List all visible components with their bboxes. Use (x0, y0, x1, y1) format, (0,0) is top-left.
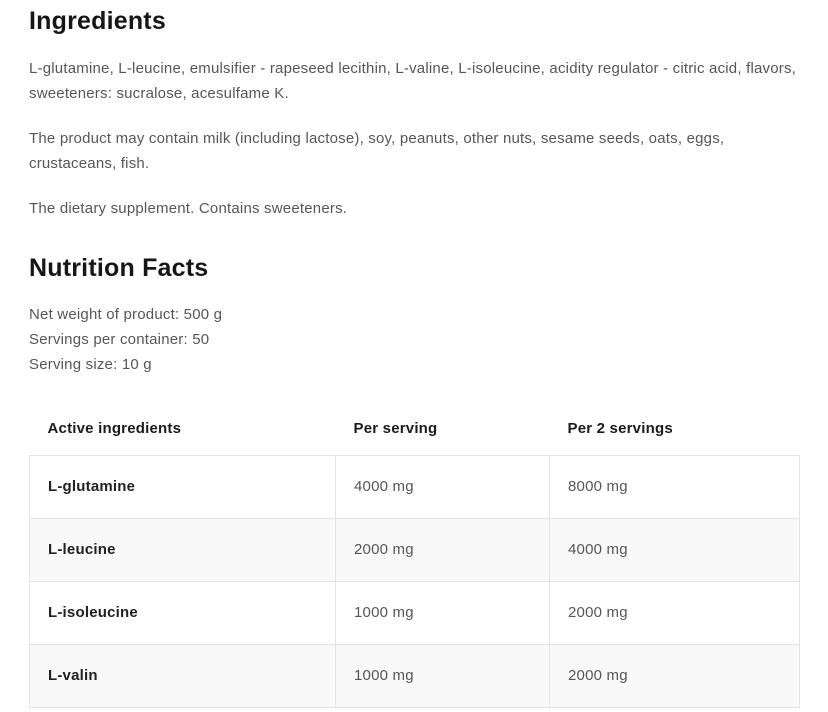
table-row: L-glutamine 4000 mg 8000 mg (29, 454, 800, 519)
column-header-per-serving: Per serving (335, 403, 550, 455)
ingredients-heading: Ingredients (29, 7, 166, 35)
per-serving-cell: 1000 mg (335, 643, 550, 708)
ingredient-name-cell: L-glutamine (29, 454, 336, 519)
column-header-per-2-servings: Per 2 servings (549, 403, 800, 455)
servings-per-container-text: Servings per container: 50 (29, 331, 210, 348)
net-weight-text: Net weight of product: 500 g (29, 306, 223, 323)
ingredient-name-cell: L-valin (29, 643, 336, 708)
table-header-row: Active ingredients Per serving Per 2 ser… (29, 403, 800, 455)
per-2-servings-cell: 2000 mg (549, 580, 800, 645)
per-serving-cell: 1000 mg (335, 580, 550, 645)
serving-info: Net weight of product: 500 g Servings pe… (29, 302, 799, 377)
ingredient-name-cell: L-leucine (29, 517, 336, 582)
supplement-note-text: The dietary supplement. Contains sweeten… (29, 200, 348, 217)
per-2-servings-cell: 8000 mg (549, 454, 800, 519)
table-row: L-leucine 2000 mg 4000 mg (29, 517, 800, 582)
nutrition-facts-heading: Nutrition Facts (29, 254, 209, 282)
serving-size-text: Serving size: 10 g (29, 356, 152, 373)
ingredient-name-cell: L-isoleucine (29, 580, 336, 645)
column-header-active-ingredients: Active ingredients (29, 403, 336, 455)
per-serving-cell: 4000 mg (335, 454, 550, 519)
active-ingredients-table: Active ingredients Per serving Per 2 ser… (29, 403, 800, 708)
allergen-notice-text: The product may contain milk (including … (29, 130, 725, 172)
ingredients-composition-text: L-glutamine, L-leucine, emulsifier - rap… (29, 60, 797, 102)
per-2-servings-cell: 4000 mg (549, 517, 800, 582)
table-row: L-isoleucine 1000 mg 2000 mg (29, 580, 800, 645)
table-row: L-valin 1000 mg 2000 mg (29, 643, 800, 708)
per-2-servings-cell: 2000 mg (549, 643, 800, 708)
per-serving-cell: 2000 mg (335, 517, 550, 582)
